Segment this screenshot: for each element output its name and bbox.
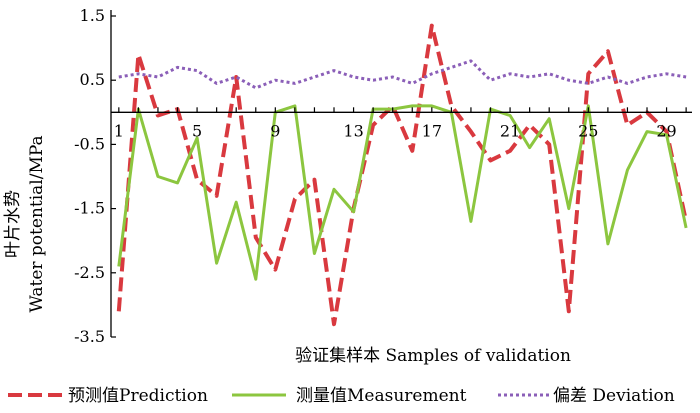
series-line-3 bbox=[118, 59, 687, 90]
x-tick-label: 13 bbox=[343, 121, 363, 140]
x-tick-label: 29 bbox=[656, 121, 676, 140]
plot-lines bbox=[116, 23, 689, 327]
legend-label-1: 预测值Prediction bbox=[68, 386, 208, 406]
legend-label-3: 偏差 Deviation bbox=[553, 386, 675, 406]
x-tick-label: 17 bbox=[422, 121, 442, 140]
series-line-1 bbox=[116, 23, 689, 327]
y-tick-label: 1.5 bbox=[80, 6, 105, 25]
y-tick-label: -0.5 bbox=[74, 134, 105, 153]
legend: 预测值Prediction 测量值Measurement 偏差 Deviation bbox=[8, 386, 675, 406]
y-tick-label: -1.5 bbox=[74, 199, 105, 218]
x-axis-title: 验证集样本 Samples of validation bbox=[295, 346, 571, 366]
x-tick-label: 9 bbox=[270, 121, 280, 140]
x-tick-label: 1 bbox=[114, 121, 124, 140]
axes bbox=[110, 10, 692, 337]
legend-label-2: 测量值Measurement bbox=[296, 386, 467, 406]
y-tick-label: 0.5 bbox=[80, 70, 105, 89]
ticks: 1.5 0.5 -0.5 -1.5 -2.5 -3.5 1 5 9 13 17 21 25 29 bbox=[74, 6, 687, 346]
x-tick-label: 25 bbox=[578, 121, 598, 140]
x-tick-label: 5 bbox=[192, 121, 202, 140]
y-tick-label: -3.5 bbox=[74, 327, 105, 346]
y-axis-title-cn: 叶片水势 bbox=[3, 190, 23, 258]
x-tick-label: 21 bbox=[500, 121, 520, 140]
series-line-2 bbox=[117, 104, 688, 281]
y-tick-label: -2.5 bbox=[74, 263, 105, 282]
y-axis-title-en: Water potential/MPa bbox=[27, 135, 47, 312]
